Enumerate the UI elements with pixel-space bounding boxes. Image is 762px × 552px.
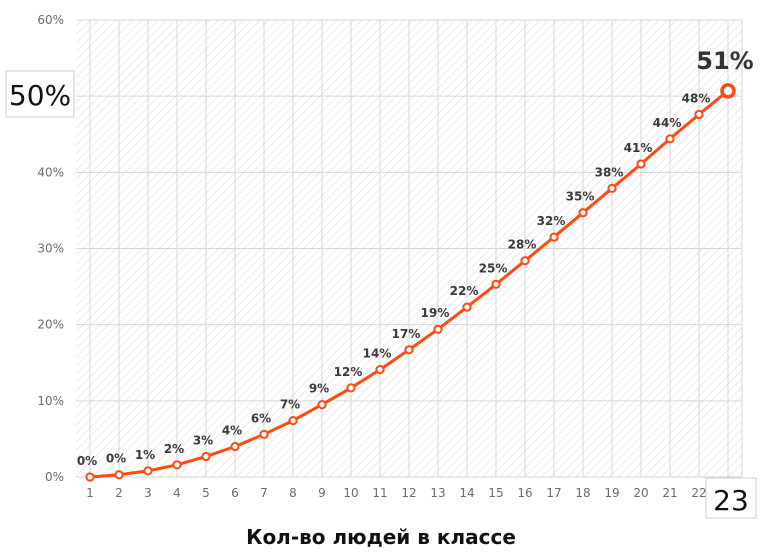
data-point <box>607 183 617 193</box>
x-axis-ticks: 1 2 3 4 5 6 7 8 9 10 11 12 13 14 15 16 17 18 19 20 21 22 <box>86 486 706 500</box>
x-tick-label: 3 <box>144 486 152 500</box>
data-point <box>201 451 211 462</box>
data-point <box>636 159 646 169</box>
y-tick-label: 20% <box>37 318 64 332</box>
grid <box>76 19 743 478</box>
data-point <box>172 460 182 470</box>
x-axis-title: Кол-во людей в классе <box>246 525 516 549</box>
x-tick-label: 16 <box>517 486 532 500</box>
x-tick-label: 7 <box>260 486 268 500</box>
data-point <box>404 345 414 355</box>
data-point <box>375 365 385 375</box>
x-tick-label: 10 <box>343 486 358 500</box>
data-point <box>578 208 588 218</box>
y-tick-label: 0% <box>45 470 64 484</box>
data-point <box>433 324 443 334</box>
data-point <box>317 400 327 410</box>
data-label: 17% <box>392 327 421 341</box>
x-tick-label: 17 <box>546 486 561 500</box>
y-tick-label: 60% <box>37 13 64 27</box>
highlight-y-box <box>5 70 75 118</box>
data-label: 14% <box>363 347 392 361</box>
data-point <box>85 472 95 482</box>
x-tick-label: 13 <box>430 486 445 500</box>
data-point <box>288 416 298 426</box>
data-label: 12% <box>334 365 363 379</box>
x-tick-label: 18 <box>575 486 590 500</box>
x-tick-label: 8 <box>289 486 297 500</box>
x-tick-label: 20 <box>633 486 648 500</box>
x-tick-label: 15 <box>488 486 503 500</box>
data-label: 41% <box>624 141 653 155</box>
data-point <box>230 441 240 452</box>
data-point <box>346 383 356 393</box>
y-tick-label: 10% <box>37 394 64 408</box>
data-point <box>720 83 736 99</box>
highlight-x-box <box>705 477 757 519</box>
data-label: 38% <box>595 165 624 179</box>
data-label: 1% <box>135 448 155 462</box>
x-tick-label: 1 <box>86 486 94 500</box>
x-tick-label: 12 <box>401 486 416 500</box>
data-label: 51% <box>696 47 753 75</box>
x-tick-label: 9 <box>318 486 326 500</box>
data-label: 0% <box>106 452 126 466</box>
data-label: 32% <box>537 214 566 228</box>
x-tick-label: 6 <box>231 486 239 500</box>
data-point <box>462 302 472 312</box>
data-label: 4% <box>222 424 242 438</box>
x-tick-label: 19 <box>604 486 619 500</box>
data-label: 28% <box>508 238 537 252</box>
data-label: 6% <box>251 411 271 425</box>
data-labels: 0% 0% 1% 2%3%4%6%7%9%12%14%17%19%22%25%28%3… <box>77 47 754 468</box>
data-label: 19% <box>421 306 450 320</box>
data-label: 44% <box>653 116 682 130</box>
highlight-x-label: 23 <box>713 484 749 517</box>
data-label: 2% <box>164 442 184 456</box>
data-point <box>259 429 269 439</box>
data-point <box>143 466 153 476</box>
x-tick-label: 11 <box>372 486 387 500</box>
data-label: 0% <box>77 454 97 468</box>
y-tick-label: 30% <box>37 242 64 256</box>
data-label: 9% <box>309 382 329 396</box>
x-tick-label: 4 <box>173 486 181 500</box>
highlight-y-label: 50% <box>9 79 71 112</box>
data-label: 48% <box>682 91 711 105</box>
data-point <box>491 279 501 289</box>
data-point <box>665 134 675 144</box>
data-label: 7% <box>280 398 300 412</box>
x-tick-label: 21 <box>662 486 677 500</box>
data-label: 22% <box>450 284 479 298</box>
data-points <box>85 83 736 482</box>
data-label: 35% <box>566 190 595 204</box>
data-label: 25% <box>479 261 508 275</box>
x-tick-label: 5 <box>202 486 210 500</box>
data-point <box>520 256 530 266</box>
data-label: 3% <box>193 433 213 447</box>
data-point <box>114 470 124 480</box>
y-axis-ticks: 0% 10% 20% 30% 40% 60% <box>37 13 64 484</box>
x-tick-label: 2 <box>115 486 123 500</box>
data-point <box>694 109 704 120</box>
x-tick-label: 14 <box>459 486 474 500</box>
data-point <box>549 232 559 242</box>
x-tick-label: 22 <box>691 486 706 500</box>
y-tick-label: 40% <box>37 165 64 179</box>
